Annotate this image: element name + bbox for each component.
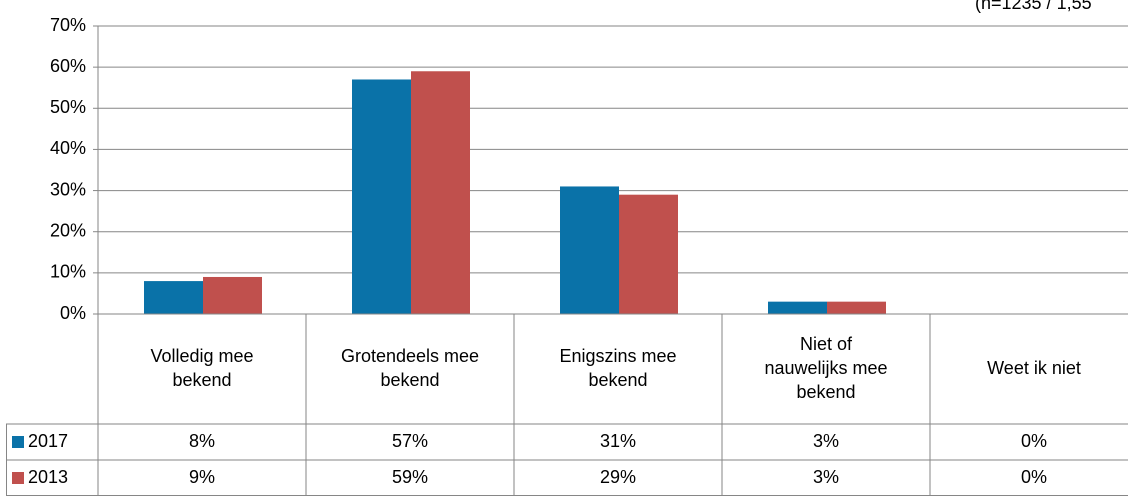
y-tick-label: 20% (50, 220, 86, 240)
bar (411, 71, 470, 314)
bar (352, 79, 411, 314)
category-label: Volledig mee bekend (150, 346, 253, 390)
y-tick-label: 10% (50, 262, 86, 282)
chart-subtitle: (n=1235 / 1,55 (975, 0, 1092, 13)
data-label: 0% (1021, 431, 1047, 451)
category-label: Weet ik niet (987, 358, 1081, 378)
data-label: 3% (813, 467, 839, 487)
bar (144, 281, 203, 314)
bar (619, 194, 678, 314)
data-label: 59% (392, 467, 428, 487)
legend-label: 2017 (28, 431, 68, 451)
data-label: 9% (189, 467, 215, 487)
y-tick-label: 40% (50, 138, 86, 158)
data-label: 8% (189, 431, 215, 451)
y-tick-label: 60% (50, 56, 86, 76)
y-tick-label: 30% (50, 179, 86, 199)
legend-swatch (12, 436, 24, 448)
data-label: 3% (813, 431, 839, 451)
data-label: 57% (392, 431, 428, 451)
bar (560, 186, 619, 314)
category-label: Grotendeels mee bekend (341, 346, 479, 390)
data-label: 31% (600, 431, 636, 451)
legend-label: 2013 (28, 467, 68, 487)
legend-swatch (12, 472, 24, 484)
bar (768, 301, 827, 314)
category-label: Niet of nauwelijks mee bekend (764, 334, 887, 402)
bar (203, 276, 262, 314)
data-label: 0% (1021, 467, 1047, 487)
data-label: 29% (600, 467, 636, 487)
bar (827, 301, 886, 314)
y-tick-label: 0% (60, 303, 86, 323)
category-label: Enigszins mee bekend (559, 346, 676, 390)
y-tick-label: 50% (50, 97, 86, 117)
y-tick-label: 70% (50, 15, 86, 35)
